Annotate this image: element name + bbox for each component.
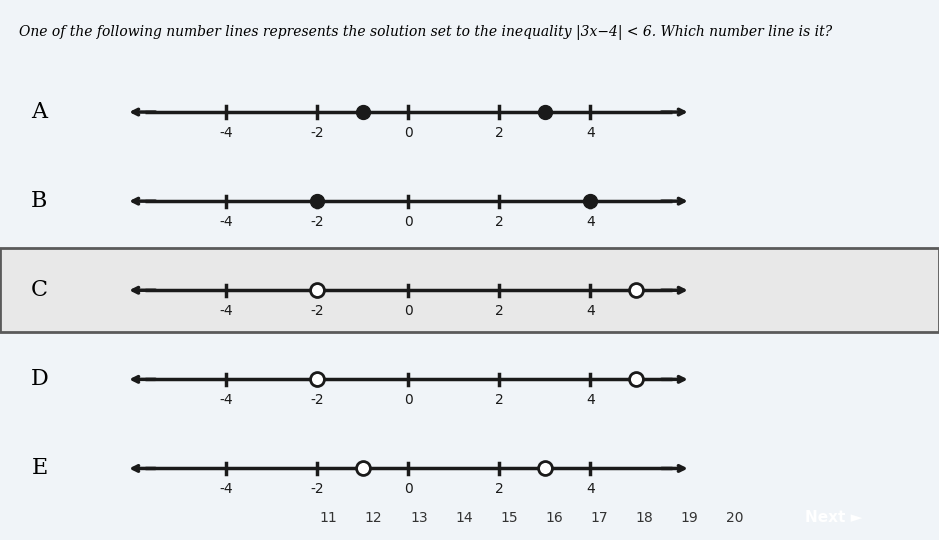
Text: 18: 18 <box>636 511 653 525</box>
Text: D: D <box>31 368 48 390</box>
Text: 14: 14 <box>455 511 472 525</box>
Text: 4: 4 <box>586 482 595 496</box>
Text: 15: 15 <box>500 511 517 525</box>
Text: 16: 16 <box>546 511 562 525</box>
Text: C: C <box>31 279 48 301</box>
Text: 2: 2 <box>495 304 504 318</box>
Text: 0: 0 <box>404 482 413 496</box>
Text: 2: 2 <box>495 393 504 407</box>
Text: 20: 20 <box>726 511 743 525</box>
Text: -2: -2 <box>311 304 324 318</box>
Text: 19: 19 <box>681 511 698 525</box>
Text: Next ►: Next ► <box>805 510 862 524</box>
Text: -2: -2 <box>311 393 324 407</box>
Text: 4: 4 <box>586 304 595 318</box>
Text: B: B <box>31 190 48 212</box>
Text: 13: 13 <box>410 511 427 525</box>
Text: -4: -4 <box>220 304 233 318</box>
Text: -4: -4 <box>220 215 233 229</box>
Text: 0: 0 <box>404 126 413 140</box>
FancyBboxPatch shape <box>0 248 939 332</box>
Text: 12: 12 <box>365 511 382 525</box>
Text: -2: -2 <box>311 215 324 229</box>
Text: 4: 4 <box>586 393 595 407</box>
Text: -4: -4 <box>220 482 233 496</box>
Text: 2: 2 <box>495 126 504 140</box>
Text: 4: 4 <box>586 215 595 229</box>
Text: E: E <box>31 457 48 480</box>
Text: -2: -2 <box>311 482 324 496</box>
Text: 0: 0 <box>404 304 413 318</box>
Text: One of the following number lines represents the solution set to the inequality : One of the following number lines repres… <box>19 25 832 40</box>
Text: A: A <box>31 101 48 123</box>
Text: 17: 17 <box>591 511 608 525</box>
Text: 2: 2 <box>495 215 504 229</box>
Text: 0: 0 <box>404 215 413 229</box>
Text: 0: 0 <box>404 393 413 407</box>
Text: -2: -2 <box>311 126 324 140</box>
Text: 2: 2 <box>495 482 504 496</box>
Text: 4: 4 <box>586 126 595 140</box>
Text: -4: -4 <box>220 126 233 140</box>
Text: 11: 11 <box>320 511 337 525</box>
Text: -4: -4 <box>220 393 233 407</box>
